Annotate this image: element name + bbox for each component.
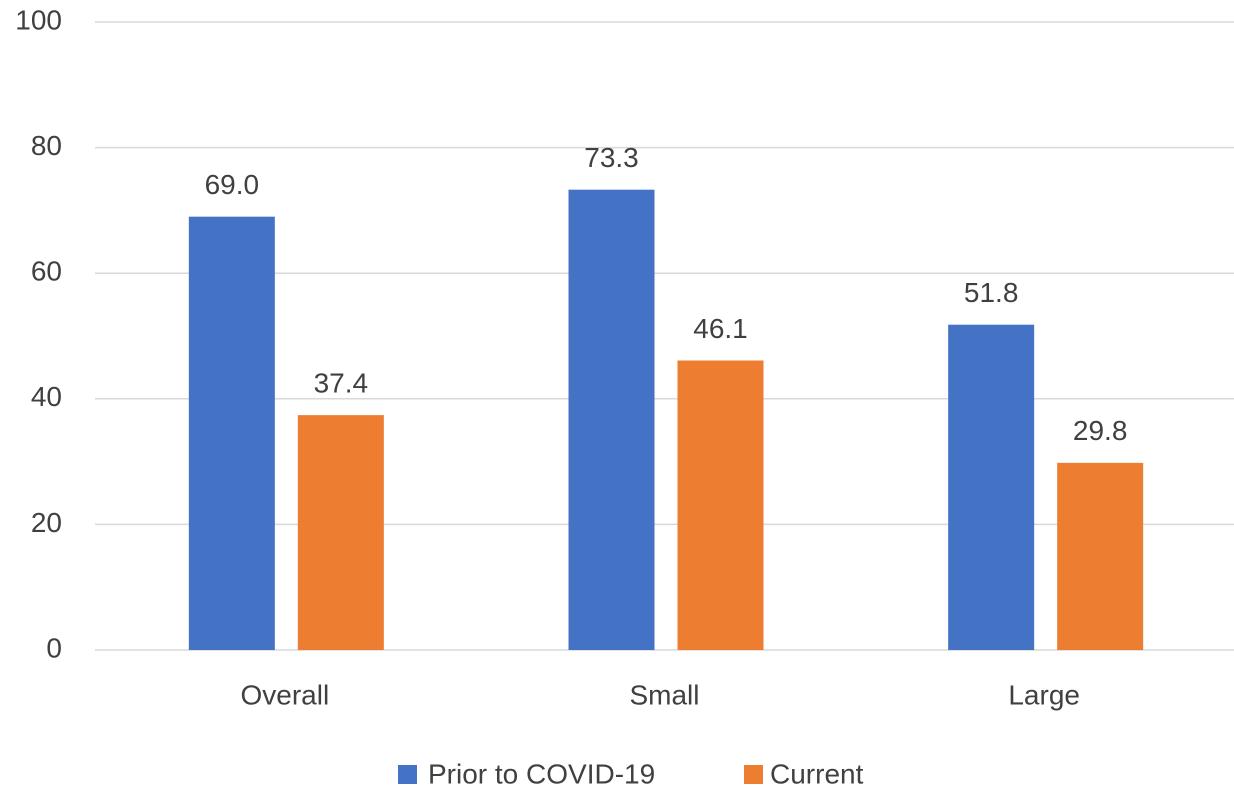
legend-swatch: [398, 765, 417, 784]
bar: [1057, 462, 1144, 650]
y-tick-label: 60: [31, 256, 62, 287]
legend-label: Current: [770, 758, 864, 789]
bar: [188, 216, 275, 650]
x-tick-label: Overall: [240, 679, 329, 710]
data-label: 46.1: [693, 313, 748, 344]
bar: [568, 189, 655, 650]
y-tick-label: 20: [31, 507, 62, 538]
data-label: 69.0: [205, 169, 260, 200]
legend-label: Prior to COVID-19: [428, 758, 655, 789]
data-label: 51.8: [964, 277, 1019, 308]
x-tick-label: Small: [629, 679, 699, 710]
bar: [297, 415, 384, 650]
data-label: 73.3: [584, 142, 639, 173]
y-tick-label: 100: [15, 4, 62, 35]
x-tick-label: Large: [1008, 679, 1080, 710]
y-tick-label: 80: [31, 130, 62, 161]
legend-swatch: [744, 765, 763, 784]
bar: [948, 324, 1035, 650]
y-tick-label: 40: [31, 381, 62, 412]
data-label: 37.4: [314, 368, 369, 399]
y-tick-label: 0: [46, 632, 62, 663]
data-label: 29.8: [1073, 415, 1128, 446]
bar: [677, 360, 764, 650]
